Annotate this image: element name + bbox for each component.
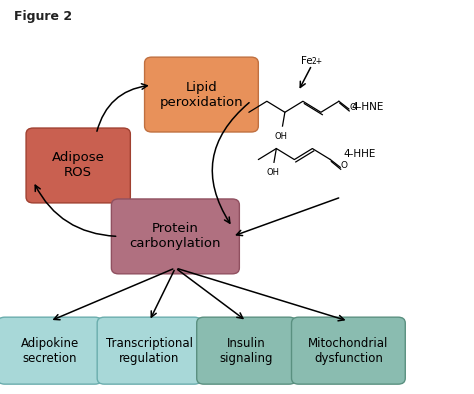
FancyBboxPatch shape [26, 128, 130, 203]
FancyBboxPatch shape [0, 317, 102, 384]
Text: Transcriptional
regulation: Transcriptional regulation [106, 336, 193, 365]
Text: 4-HNE: 4-HNE [352, 102, 384, 112]
Text: 2+: 2+ [312, 57, 323, 66]
FancyBboxPatch shape [197, 317, 296, 384]
FancyBboxPatch shape [292, 317, 405, 384]
FancyBboxPatch shape [145, 57, 258, 132]
Text: Lipid
peroxidation: Lipid peroxidation [160, 80, 243, 109]
Text: Figure 2: Figure 2 [14, 10, 73, 23]
Text: Insulin
signaling: Insulin signaling [220, 336, 273, 365]
Text: OH: OH [274, 132, 288, 141]
Text: 4-HHE: 4-HHE [343, 149, 375, 159]
Text: O: O [349, 103, 356, 112]
Text: Adipose
ROS: Adipose ROS [52, 151, 105, 180]
FancyBboxPatch shape [97, 317, 201, 384]
Text: OH: OH [266, 168, 279, 177]
FancyBboxPatch shape [111, 199, 239, 274]
Text: Protein
carbonylation: Protein carbonylation [129, 222, 221, 251]
Text: O: O [341, 161, 348, 170]
Text: Adipokine
secretion: Adipokine secretion [21, 336, 79, 365]
Text: Fe: Fe [301, 56, 313, 66]
Text: Mitochondrial
dysfunction: Mitochondrial dysfunction [308, 336, 389, 365]
